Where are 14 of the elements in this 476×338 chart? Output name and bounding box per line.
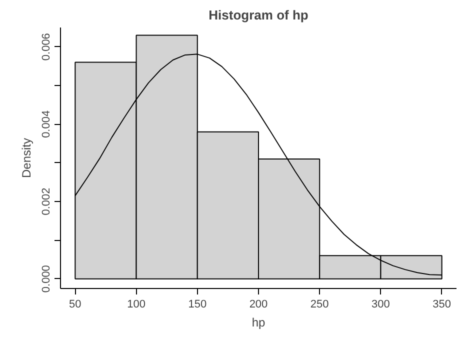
y-tick-label: 0.000 xyxy=(40,265,52,293)
x-tick-label: 100 xyxy=(127,298,146,310)
x-tick-label: 300 xyxy=(372,298,390,310)
x-tick-label: 200 xyxy=(249,298,268,310)
x-axis-title: hp xyxy=(252,316,266,330)
y-tick-label: 0.006 xyxy=(40,33,52,61)
y-axis-title: Density xyxy=(20,138,34,178)
chart-title: Histogram of hp xyxy=(208,8,308,22)
x-tick-label: 150 xyxy=(188,298,207,310)
x-tick-label: 250 xyxy=(310,298,329,310)
x-tick-label: 50 xyxy=(69,298,82,310)
y-tick-label: 0.004 xyxy=(40,110,52,138)
x-tick-label: 350 xyxy=(432,298,452,310)
y-tick-label: 0.002 xyxy=(40,188,52,216)
